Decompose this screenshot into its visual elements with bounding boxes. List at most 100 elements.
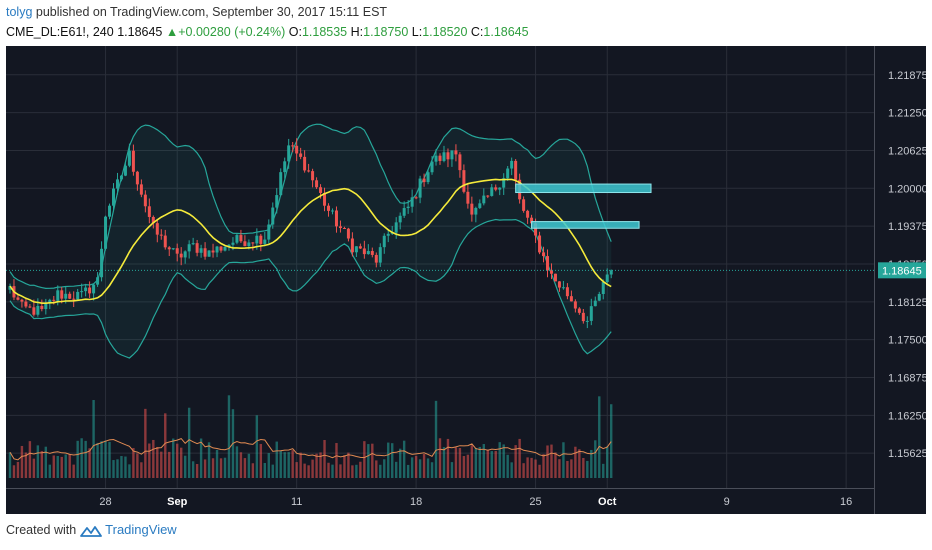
candle-body — [557, 281, 561, 288]
candle-body — [350, 238, 354, 253]
candle-body — [64, 293, 68, 299]
volume-bar — [578, 449, 581, 478]
volume-bar — [16, 461, 20, 478]
volume-bar — [422, 454, 426, 478]
volume-bar — [32, 458, 36, 478]
candle-body — [283, 161, 287, 173]
candle-body — [28, 306, 32, 308]
candle-body — [255, 235, 259, 244]
volume-bar — [398, 448, 402, 478]
volume-bar — [438, 438, 442, 478]
volume-bar — [164, 413, 167, 478]
candle-body — [239, 235, 243, 242]
price-chart[interactable]: 1.218751.212501.206251.200001.193751.187… — [6, 46, 926, 514]
candle-body — [585, 320, 589, 322]
candle-body — [502, 178, 506, 188]
candle-body — [219, 246, 223, 251]
candle-body — [330, 210, 334, 212]
candle-body — [486, 195, 490, 197]
volume-bar — [279, 450, 282, 478]
candle-body — [267, 224, 271, 240]
volume-bar — [92, 400, 95, 478]
x-tick-label: Sep — [167, 496, 187, 508]
volume-bar — [414, 455, 418, 478]
volume-bar — [379, 464, 382, 478]
volume-bar — [466, 454, 470, 478]
volume-bar — [287, 452, 290, 478]
volume-bar — [331, 464, 334, 478]
created-with-text: Created with — [6, 523, 77, 537]
volume-bar — [203, 459, 207, 478]
candle-body — [323, 192, 327, 206]
bollinger-band-fill — [10, 124, 612, 358]
candle-body — [338, 226, 342, 228]
candle-body — [549, 270, 553, 274]
candle-body — [147, 206, 151, 217]
candle-body — [565, 287, 569, 297]
volume-bar — [48, 464, 51, 478]
candle-body — [470, 203, 474, 215]
volume-bar — [148, 443, 151, 478]
candle-body — [76, 291, 80, 300]
volume-bar — [526, 457, 529, 478]
candle-body — [506, 168, 510, 179]
volume-bar — [387, 442, 390, 478]
volume-bar — [104, 440, 107, 478]
candle-body — [589, 306, 593, 321]
volume-bar — [323, 439, 326, 478]
candle-body — [68, 293, 72, 299]
volume-bar — [176, 443, 179, 478]
y-tick-label: 1.17500 — [888, 335, 926, 347]
candle-body — [231, 242, 235, 245]
x-tick-label: 25 — [529, 496, 541, 508]
volume-bar — [263, 462, 267, 478]
volume-bar — [140, 462, 143, 478]
volume-bar — [243, 458, 247, 478]
candle-body — [327, 205, 331, 211]
candle-body — [410, 197, 414, 207]
volume-bar — [554, 452, 557, 478]
footer: Created with TradingView — [6, 522, 177, 538]
volume-bar — [259, 443, 263, 478]
volume-bar — [128, 464, 131, 478]
candle-body — [462, 170, 466, 192]
volume-bar — [562, 442, 565, 478]
y-tick-label: 1.20000 — [888, 183, 926, 195]
volume-bar — [574, 446, 577, 478]
candle-body — [60, 290, 64, 299]
candle-body — [247, 242, 251, 247]
candle-body — [223, 246, 227, 251]
volume-bar — [207, 442, 211, 478]
volume-bar — [494, 450, 497, 478]
candle-body — [151, 216, 155, 224]
symbol-label[interactable]: CME_DL:E61!, 240 — [6, 25, 114, 39]
volume-bar — [112, 460, 115, 478]
candle-body — [24, 301, 28, 307]
volume-bar — [490, 451, 493, 478]
candle-body — [402, 208, 406, 216]
y-tick-label: 1.16875 — [888, 373, 926, 385]
volume-ma-line — [9, 438, 612, 461]
bollinger-upper-band — [9, 123, 612, 290]
volume-bar — [434, 400, 438, 478]
volume-bar — [347, 452, 350, 478]
author-link[interactable]: tolyg — [6, 5, 33, 19]
volume-bar — [96, 442, 99, 478]
candle-body — [526, 210, 530, 218]
volume-bar — [534, 459, 537, 478]
close-value: 1.18645 — [483, 25, 529, 39]
volume-bar — [506, 454, 509, 478]
candle-body — [542, 252, 546, 257]
tradingview-brand-link[interactable]: TradingView — [105, 522, 177, 537]
last-price: 1.18645 — [117, 25, 163, 39]
volume-bar — [68, 454, 71, 478]
volume-bar — [610, 404, 613, 478]
volume-bar — [20, 445, 24, 478]
candle-body — [414, 197, 418, 199]
candle-body — [16, 297, 20, 300]
volume-bar — [36, 445, 40, 478]
volume-bar — [546, 445, 549, 478]
volume-bar — [522, 463, 525, 478]
volume-bar — [52, 455, 55, 478]
volume-bar — [152, 439, 155, 478]
